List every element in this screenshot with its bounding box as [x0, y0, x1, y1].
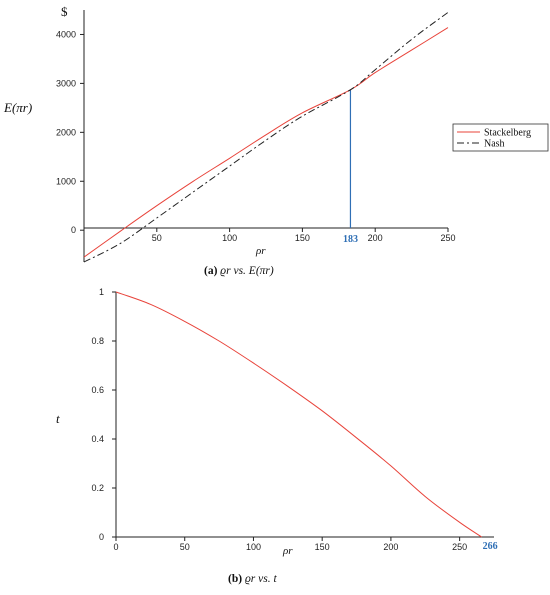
y-tick-label: 0.6: [91, 385, 104, 395]
caption-tag: (a): [204, 265, 218, 277]
x-tick-label: 50: [180, 542, 190, 552]
caption-b: (b) ϱr vs. t: [228, 573, 277, 585]
y-tick-label: 0: [71, 225, 76, 235]
y-tick-label: 0: [99, 532, 104, 542]
chart-a: $ E(πr) ρr 0 1000 2000 3000 4000 50 100 150 200 2…: [3, 4, 549, 263]
x-axis-label: ρr: [255, 245, 266, 257]
x-tick-label: 250: [440, 233, 455, 243]
y-axis-label: t: [56, 411, 60, 426]
caption-text: ϱr vs. t: [244, 573, 277, 585]
y-tick-label: 0.8: [91, 336, 104, 346]
marker-label: 183: [343, 234, 358, 245]
legend-entry: Nash: [484, 139, 505, 150]
y-tick-label: 1000: [56, 176, 76, 186]
x-tick-label: 250: [452, 542, 467, 552]
marker-label: 266: [483, 541, 498, 552]
series-line-stackelberg: [83, 27, 449, 258]
chart-b: t ρr 0 0.2 0.4 0.6 0.8 1 0 50 100 150 200 250 266: [56, 287, 498, 557]
x-tick-label: 100: [222, 233, 237, 243]
x-tick-label: 0: [113, 542, 118, 552]
x-axis-label: ρr: [282, 545, 293, 557]
unit-label: $: [61, 4, 68, 19]
y-tick-label: 4000: [56, 29, 76, 39]
series-line-main: [115, 291, 482, 538]
caption-a: (a) ϱr vs. E(πr): [204, 265, 274, 277]
x-tick-label: 150: [315, 542, 330, 552]
legend-box: [452, 123, 549, 152]
x-tick-label: 200: [383, 542, 398, 552]
legend-entry: Stackelberg: [484, 128, 531, 139]
x-tick-label: 200: [368, 233, 383, 243]
x-tick-label: 100: [246, 542, 261, 552]
series-line-nash: [83, 11, 449, 263]
y-tick-label: 0.4: [91, 434, 104, 444]
y-axis-label: E(πr): [3, 100, 32, 115]
caption-tag: (b): [228, 573, 243, 585]
x-tick-label: 50: [152, 233, 162, 243]
y-tick-label: 3000: [56, 78, 76, 88]
y-tick-label: 1: [99, 287, 104, 297]
y-tick-label: 0.2: [91, 483, 104, 493]
caption-text: ϱr vs. E(πr): [220, 265, 274, 277]
x-tick-label: 150: [295, 233, 310, 243]
y-tick-label: 2000: [56, 127, 76, 137]
